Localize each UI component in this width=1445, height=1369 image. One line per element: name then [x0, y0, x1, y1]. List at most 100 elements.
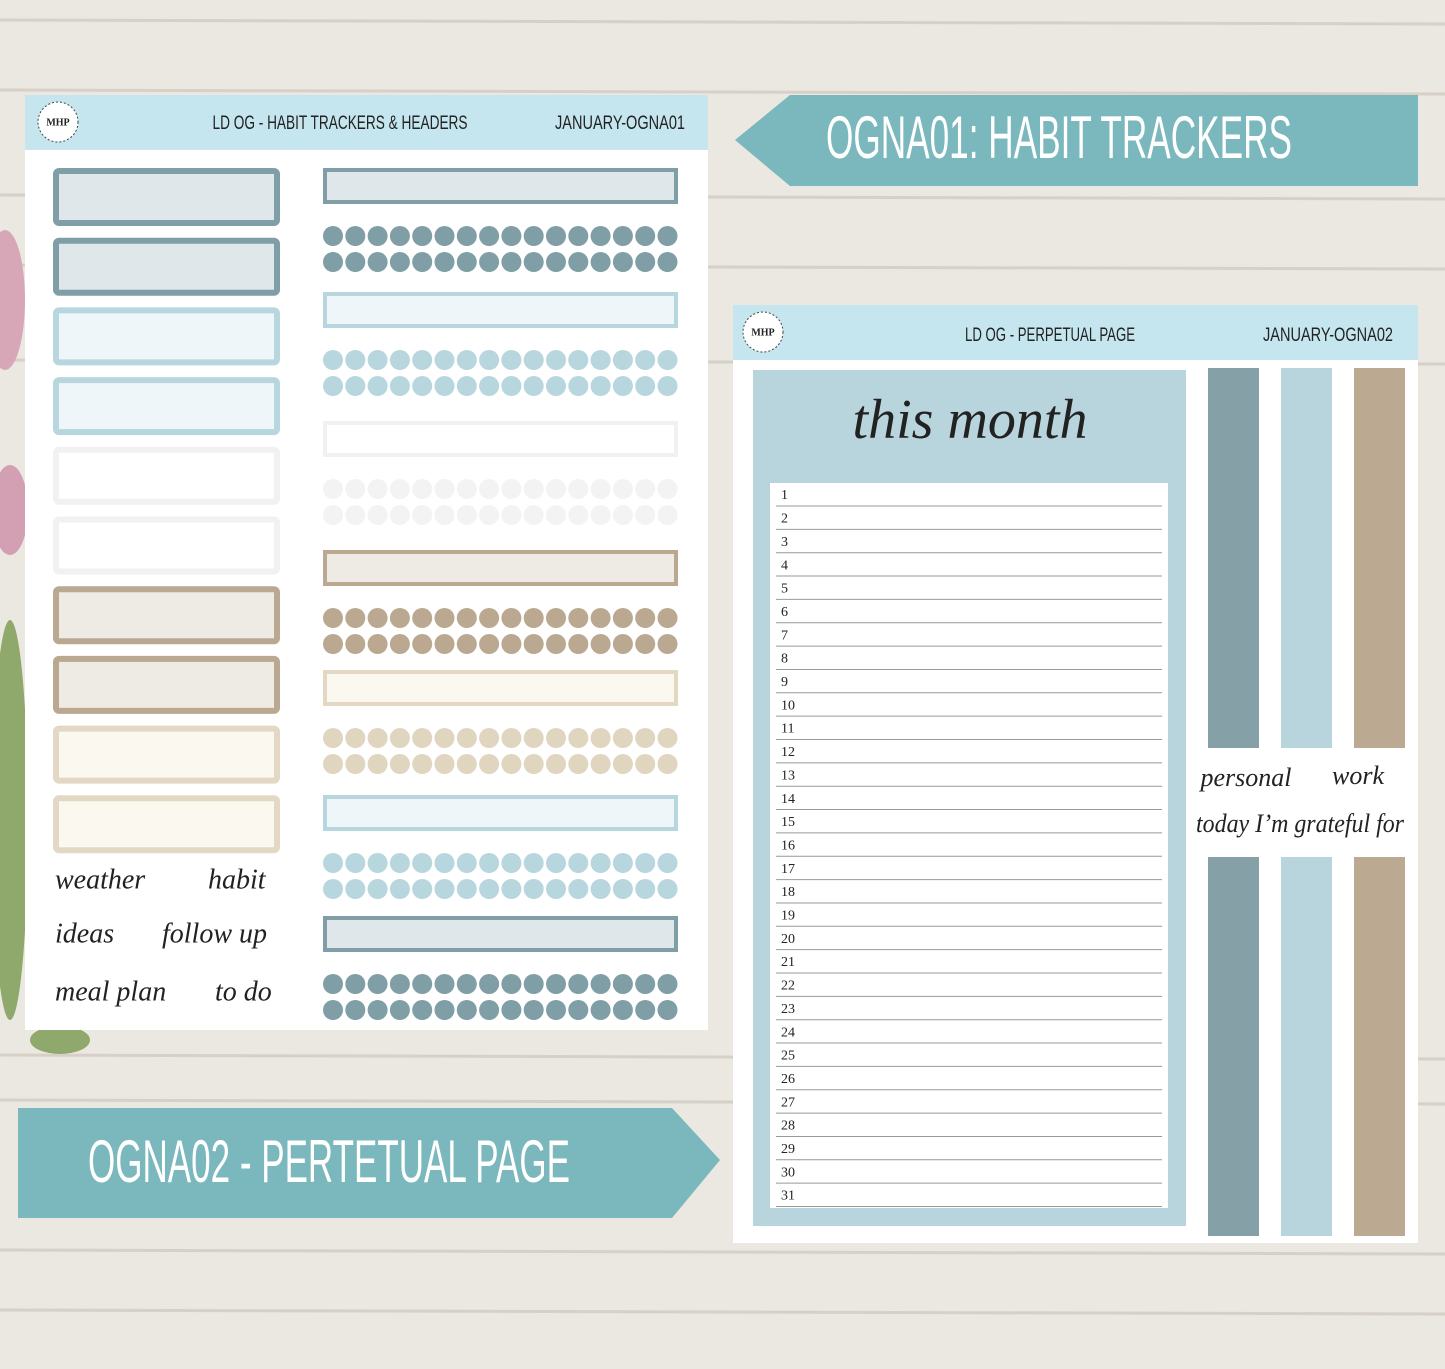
tracker-dot	[546, 853, 566, 873]
tracker-bar	[323, 670, 678, 706]
tracker-dot	[568, 853, 589, 873]
day-number: 23	[781, 1002, 795, 1017]
tracker-dot	[657, 853, 678, 873]
grain-line	[0, 18, 1445, 26]
tracker-dot	[590, 376, 611, 396]
sheet-title: LD OG - PERPETUAL PAGE	[965, 325, 1135, 346]
tracker-dot	[479, 505, 500, 525]
tracker-dot	[389, 879, 410, 899]
tracker-dot	[568, 350, 589, 370]
tracker-dot	[612, 505, 633, 525]
tracker-dot	[501, 974, 522, 994]
tracker-dot	[479, 634, 500, 654]
tracker-dot	[479, 879, 500, 899]
banner-text: OGNA02 - PERTETUAL PAGE	[88, 1128, 570, 1195]
tracker-dot	[546, 728, 566, 748]
tracker-dot	[568, 879, 589, 899]
grain-line	[0, 1308, 1445, 1316]
tracker-bar	[323, 916, 678, 952]
tracker-dot	[523, 350, 544, 370]
tracker-dot	[657, 879, 678, 899]
tracker-dot	[501, 226, 522, 246]
tracker-dot	[412, 754, 433, 774]
tracker-dot	[635, 376, 656, 396]
tracker-dot	[412, 853, 433, 873]
grain-line	[0, 1248, 1445, 1256]
tracker-dot	[412, 350, 433, 370]
tracker-dot	[501, 376, 522, 396]
tracker-dot	[568, 505, 589, 525]
tracker-dot	[456, 226, 477, 246]
tracker-dot	[389, 853, 410, 873]
tracker-dot	[657, 479, 678, 499]
strip	[1354, 857, 1405, 1236]
tracker-dot	[479, 479, 500, 499]
label: meal plan	[55, 976, 166, 1007]
label: work	[1332, 761, 1384, 790]
day-number: 30	[781, 1165, 795, 1180]
tracker-dot	[345, 879, 366, 899]
tracker-dot	[389, 1000, 410, 1020]
tracker-dot	[456, 974, 477, 994]
tracker-dot	[367, 754, 388, 774]
tracker-dot	[389, 754, 410, 774]
day-number: 22	[781, 979, 795, 994]
day-number: 21	[781, 955, 795, 970]
day-number: 7	[781, 628, 788, 643]
header-box	[53, 516, 280, 575]
tracker-dot	[412, 728, 433, 748]
tracker-dot	[523, 853, 544, 873]
tracker-dot	[635, 608, 656, 628]
tracker-dot	[434, 376, 455, 396]
tracker-dot	[456, 853, 477, 873]
tracker-dot	[345, 226, 366, 246]
tracker-dot	[590, 879, 611, 899]
tracker-dot	[612, 879, 633, 899]
heading: this month	[853, 389, 1088, 451]
tracker-dot	[456, 479, 477, 499]
tracker-dot	[323, 376, 343, 396]
day-number: 4	[781, 558, 788, 573]
tracker-dot	[345, 376, 366, 396]
tracker-dot	[590, 226, 611, 246]
tracker-dot	[323, 974, 343, 994]
tracker-dot	[345, 505, 366, 525]
tracker-dot	[389, 252, 410, 272]
tracker-dot	[568, 634, 589, 654]
tracker-dot	[389, 505, 410, 525]
tracker-dot	[612, 853, 633, 873]
banner	[18, 1108, 720, 1218]
label: to do	[215, 976, 272, 1007]
day-number: 19	[781, 909, 795, 924]
day-number: 11	[781, 722, 794, 737]
tracker-dot	[479, 376, 500, 396]
tracker-dot	[501, 479, 522, 499]
tracker-dot	[367, 608, 388, 628]
tracker-dot	[501, 879, 522, 899]
tracker-dot	[657, 634, 678, 654]
tracker-dot	[323, 505, 343, 525]
tracker-dot	[345, 974, 366, 994]
tracker-dot	[635, 754, 656, 774]
day-number: 17	[781, 862, 795, 877]
header-box	[53, 168, 280, 226]
tracker-dot	[323, 754, 343, 774]
tracker-dot	[523, 226, 544, 246]
tracker-dot	[635, 728, 656, 748]
tracker-dot	[657, 226, 678, 246]
tracker-dot	[590, 853, 611, 873]
tracker-dot	[434, 252, 455, 272]
day-number: 12	[781, 745, 795, 760]
day-number: 27	[781, 1095, 795, 1110]
day-number: 28	[781, 1119, 795, 1134]
tracker-dot	[456, 252, 477, 272]
tracker-dot	[412, 879, 433, 899]
tracker-dot	[501, 608, 522, 628]
tracker-dot	[523, 754, 544, 774]
tracker-dot	[590, 505, 611, 525]
tracker-dot	[657, 350, 678, 370]
day-number: 18	[781, 885, 795, 900]
tracker-dot	[635, 252, 656, 272]
tracker-dot	[412, 974, 433, 994]
